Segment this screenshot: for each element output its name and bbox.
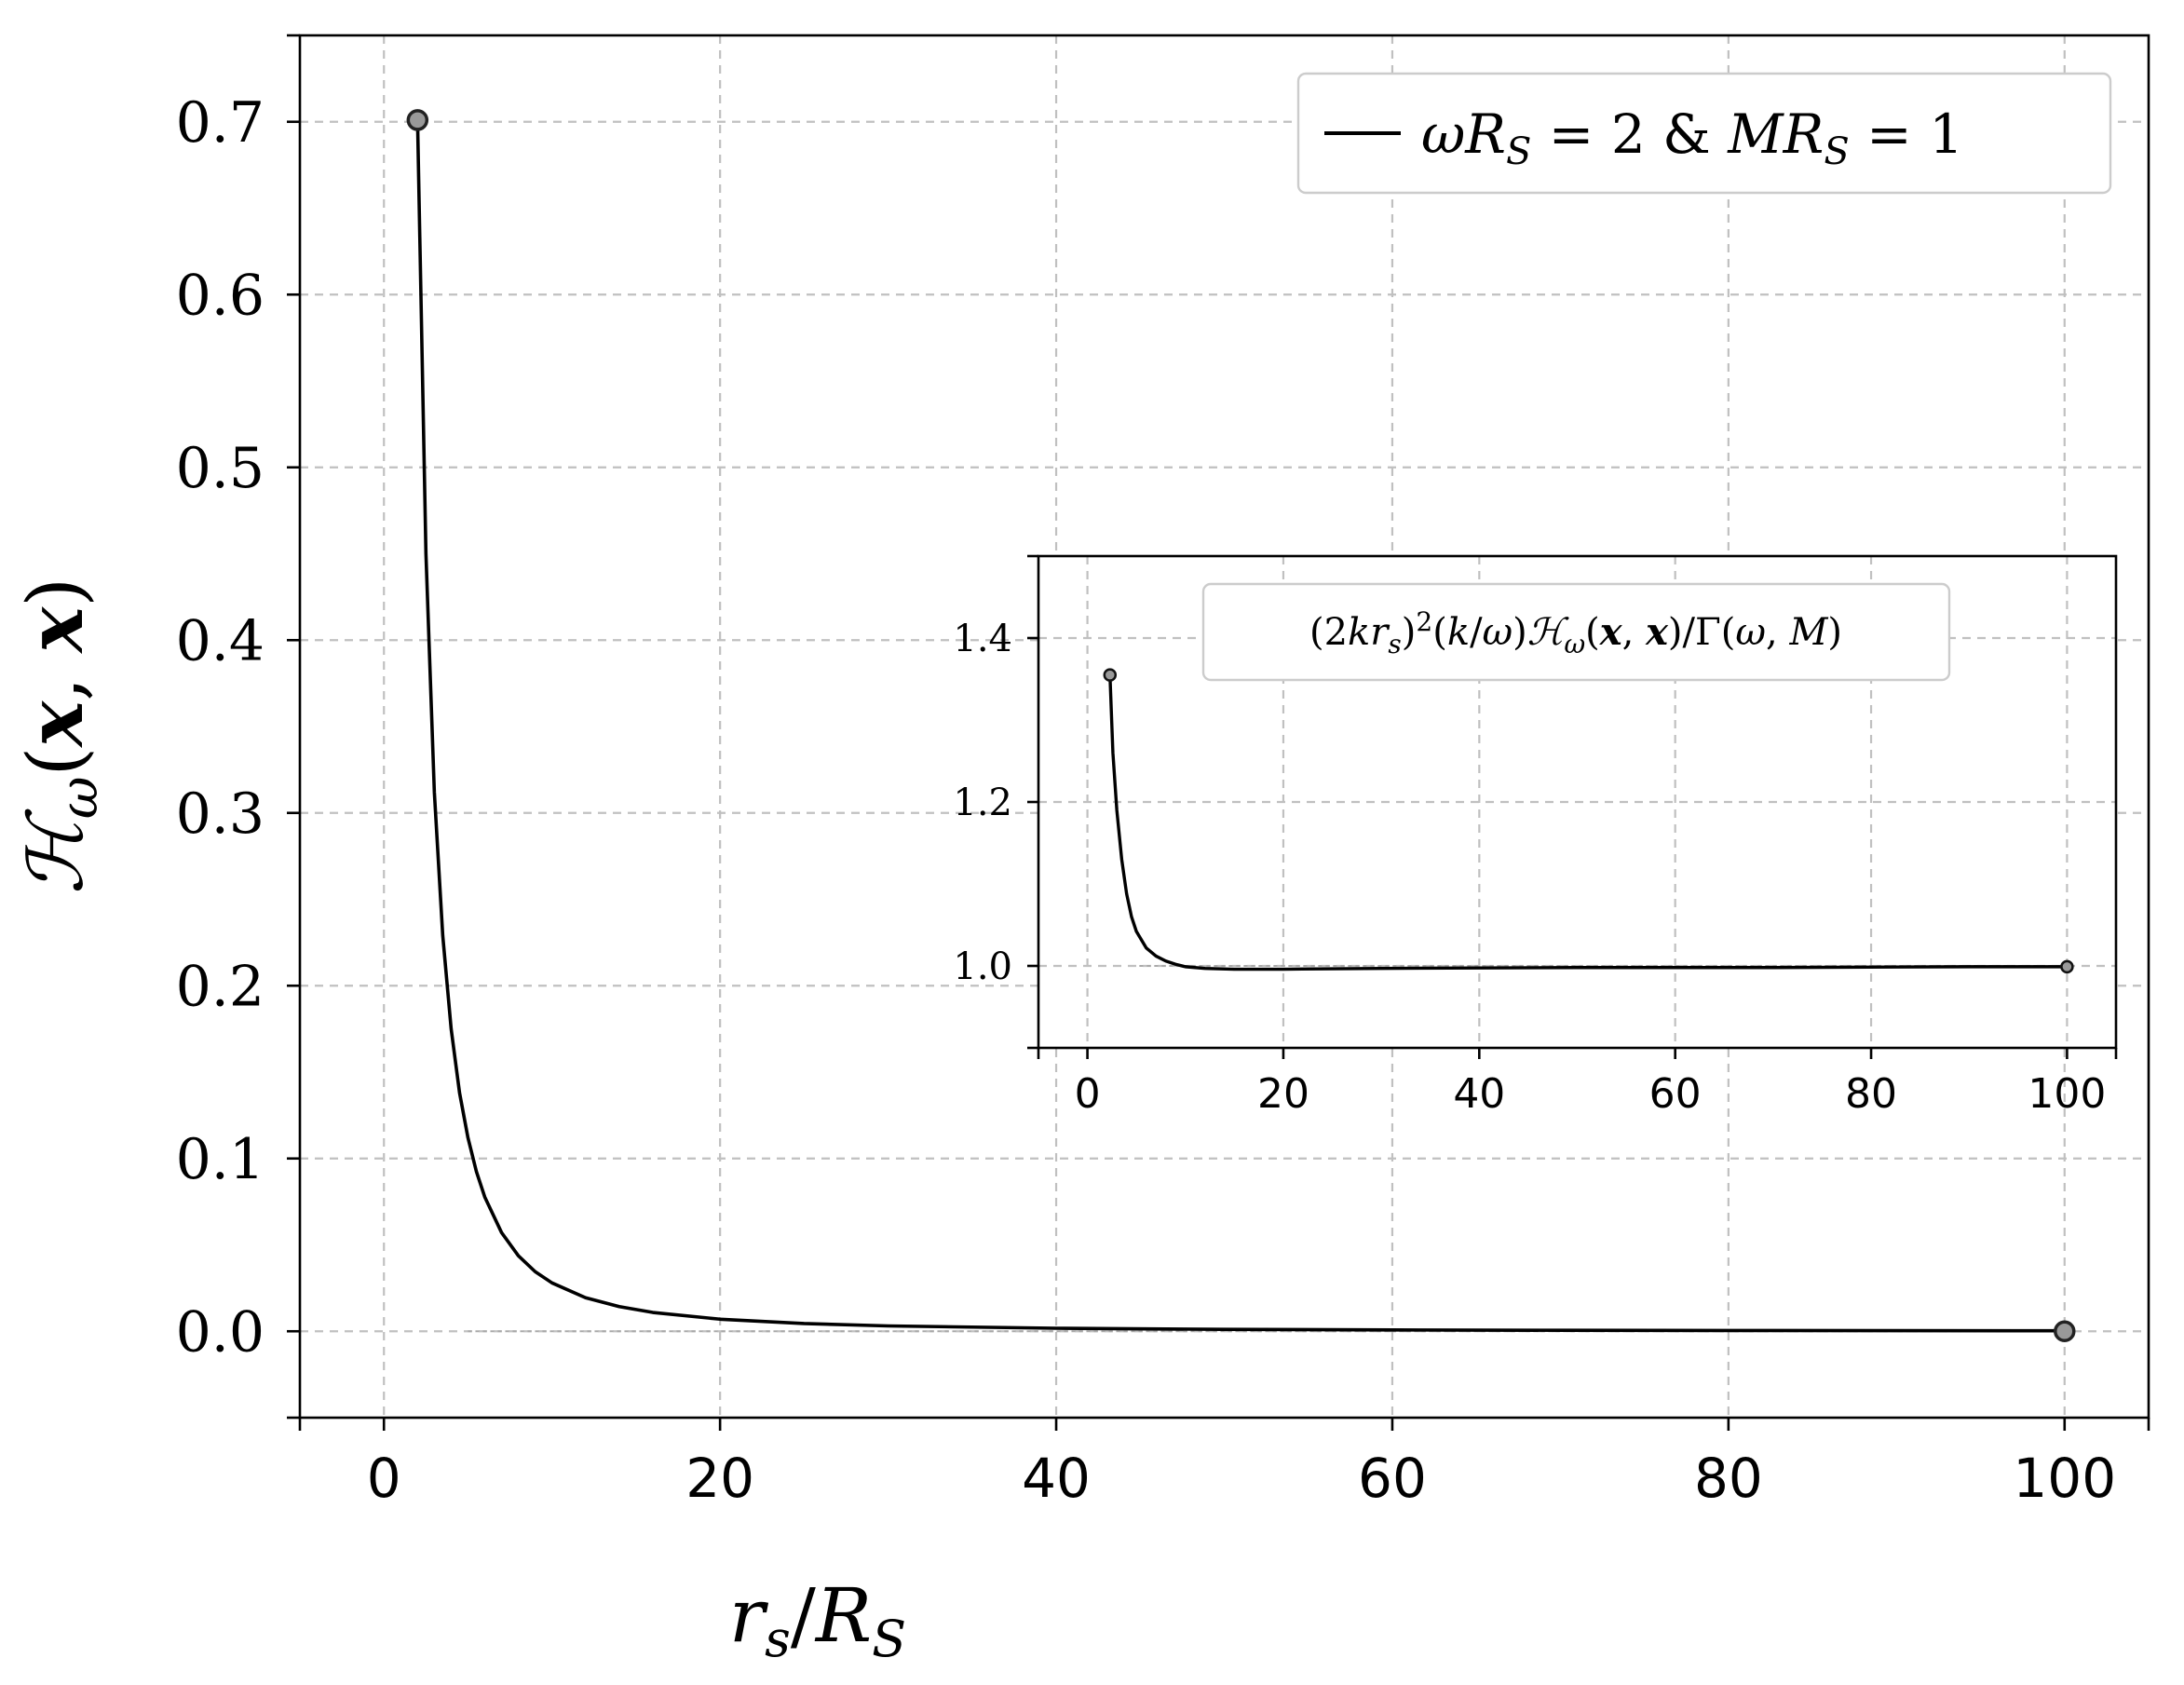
inset-y-tick-label: 1.4 [953, 618, 1012, 660]
inset-endpoint-marker [2060, 959, 2074, 974]
main-endpoint-marker [2054, 1320, 2076, 1342]
legend-box [1296, 72, 2112, 195]
inset-annotation-box [1201, 582, 1951, 682]
inset-x-tick-label: 40 [1453, 1070, 1505, 1118]
inset-x-tick-label: 20 [1257, 1070, 1309, 1118]
inset-y-tick-label: 1.2 [953, 781, 1012, 824]
main-y-tick-label: 0.4 [176, 608, 265, 673]
main-axes: 0 20 40 60 80 100 0.0 0.1 0.2 0.3 0.4 0.5 0.6 0.7 rs… [11, 34, 2150, 1668]
main-x-tick-label: 20 [685, 1447, 754, 1510]
inset-x-tick-label: 0 [1075, 1070, 1101, 1118]
inset-endpoint-markers [1103, 668, 2074, 974]
main-data-curve [415, 119, 2065, 1333]
main-y-tick-label: 0.5 [176, 436, 265, 501]
main-ticks [287, 34, 2150, 1431]
inset-ticks [1027, 554, 2118, 1059]
main-x-tick-label: 100 [2013, 1447, 2116, 1510]
main-y-tick-label: 0.3 [176, 781, 265, 847]
inset-annotation-label: (2krs)2(k/ω)ℋω(x, x)/Γ(ω, M) [1309, 606, 1842, 659]
main-y-tick-label: 0.6 [176, 263, 265, 328]
inset-annotation: (2krs)2(k/ω)ℋω(x, x)/Γ(ω, M) [1201, 582, 1951, 682]
main-y-axis-label: ℋω(x, x) [11, 578, 110, 895]
inset-endpoint-marker [1103, 668, 1118, 682]
inset-x-tick-label: 60 [1649, 1070, 1702, 1118]
legend: ωRS = 2 & MRS = 1 [1296, 72, 2112, 195]
main-y-tick-label: 0.2 [176, 954, 265, 1019]
main-plot-frame [298, 34, 2150, 1420]
main-endpoint-markers [406, 109, 2076, 1342]
main-x-tick-labels: 0 20 40 60 80 100 [367, 1447, 2116, 1510]
main-x-tick-label: 60 [1358, 1447, 1427, 1510]
main-y-tick-labels: 0.0 0.1 0.2 0.3 0.4 0.5 0.6 0.7 [176, 90, 265, 1366]
main-y-tick-label: 0.0 [176, 1299, 265, 1365]
main-x-axis-label: rs/RS [729, 1572, 906, 1668]
main-x-tick-label: 0 [367, 1447, 401, 1510]
inset-y-tick-label: 1.0 [953, 945, 1012, 988]
inset-axes: 0 20 40 60 80 100 1.0 1.2 1.4 (2krs)2(k/ω)ℋω(x,… [953, 554, 2118, 1118]
main-y-tick-label: 0.1 [176, 1127, 265, 1192]
inset-y-tick-labels: 1.0 1.2 1.4 [953, 618, 1012, 988]
legend-entry-label: ωRS = 2 & MRS = 1 [1421, 102, 1963, 173]
main-x-tick-label: 40 [1022, 1447, 1091, 1510]
inset-x-tick-label: 80 [1845, 1070, 1897, 1118]
inset-data-curve [1108, 674, 2068, 972]
main-endpoint-marker [406, 109, 429, 131]
main-x-tick-label: 80 [1694, 1447, 1763, 1510]
inset-x-tick-label: 100 [2028, 1070, 2106, 1118]
main-y-tick-label: 0.7 [176, 90, 265, 156]
inset-x-tick-labels: 0 20 40 60 80 100 [1075, 1070, 2107, 1118]
